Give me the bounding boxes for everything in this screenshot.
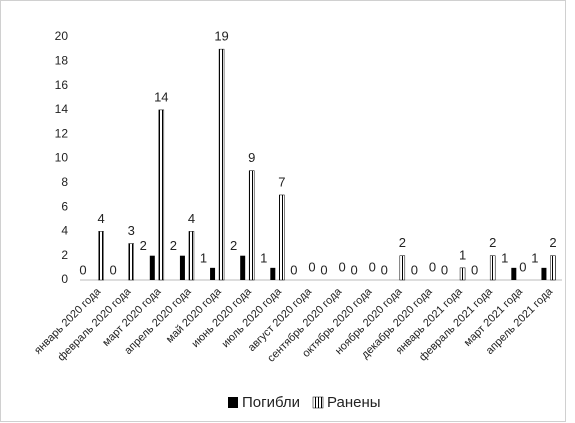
- bar: [399, 255, 406, 281]
- data-label: 0: [338, 259, 345, 274]
- data-label: 2: [140, 238, 147, 253]
- data-label: 7: [278, 174, 285, 189]
- data-label: 2: [230, 238, 237, 253]
- data-label: 0: [471, 262, 478, 277]
- data-label: 19: [214, 29, 228, 44]
- data-label: 0: [320, 262, 327, 277]
- y-tick-label: 4: [61, 224, 68, 238]
- data-label: 4: [188, 211, 195, 226]
- data-label: 0: [519, 259, 526, 274]
- bar: [550, 255, 556, 281]
- y-tick-label: 14: [55, 102, 69, 116]
- y-tick-label: 20: [55, 29, 69, 43]
- bar: [248, 170, 255, 281]
- bar: [459, 267, 466, 281]
- data-label: 9: [248, 150, 255, 165]
- data-label: 0: [369, 259, 376, 274]
- bar: [179, 255, 185, 280]
- data-label: 0: [411, 262, 418, 277]
- y-tick-label: 6: [61, 199, 68, 213]
- bar: [270, 267, 276, 280]
- legend-swatch: [312, 396, 324, 409]
- y-tick-label: 2: [61, 248, 68, 262]
- bar: [188, 231, 195, 281]
- data-label: 0: [429, 259, 436, 274]
- data-label: 0: [109, 262, 116, 277]
- data-label: 4: [97, 211, 104, 226]
- bar: [149, 255, 155, 280]
- bar: [158, 109, 165, 281]
- y-tick-label: 16: [55, 78, 69, 92]
- data-label: 2: [170, 238, 177, 253]
- legend-label: Погибли: [242, 394, 300, 411]
- y-tick-label: 12: [55, 126, 69, 140]
- bar: [279, 194, 285, 281]
- data-label: 0: [79, 262, 86, 277]
- data-label: 0: [290, 262, 297, 277]
- data-label: 0: [350, 262, 357, 277]
- data-label: 2: [549, 235, 556, 250]
- data-label: 0: [441, 262, 448, 277]
- data-label: 3: [128, 223, 135, 238]
- bar: [128, 243, 134, 281]
- bar: [98, 231, 104, 281]
- data-label: 0: [381, 262, 388, 277]
- bar: [210, 267, 216, 280]
- y-tick-label: 10: [55, 151, 69, 165]
- y-tick-label: 8: [61, 175, 68, 189]
- bar: [541, 267, 547, 280]
- bar: [489, 255, 496, 281]
- data-label: 1: [531, 250, 538, 265]
- data-label: 0: [308, 259, 315, 274]
- legend-label: Ранены: [327, 394, 381, 411]
- y-tick-label: 18: [55, 53, 69, 67]
- bar: [511, 267, 517, 280]
- legend-swatch: [228, 397, 238, 408]
- data-label: 2: [399, 235, 406, 250]
- data-label: 1: [501, 250, 508, 265]
- data-label: 2: [489, 235, 496, 250]
- bar: [240, 255, 246, 280]
- data-label: 1: [200, 250, 207, 265]
- data-label: 1: [260, 250, 267, 265]
- bar: [218, 48, 225, 281]
- data-label: 1: [459, 247, 466, 262]
- data-label: 14: [154, 89, 168, 104]
- y-tick-label: 0: [61, 272, 68, 286]
